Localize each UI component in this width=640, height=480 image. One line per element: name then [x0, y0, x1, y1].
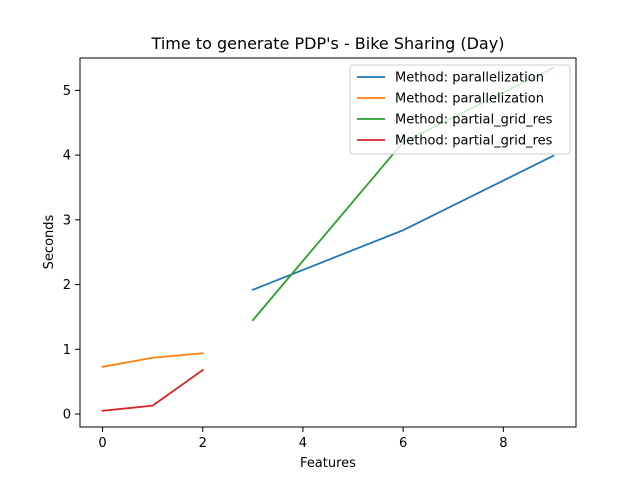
series-line-1 [251, 154, 555, 291]
x-tick-label: 6 [399, 436, 407, 451]
y-tick-label: 5 [63, 84, 71, 99]
x-tick-label: 2 [199, 436, 207, 451]
series-line-2 [101, 352, 204, 368]
plot-frame [79, 57, 577, 428]
legend-label-2: Method: parallelization [395, 92, 544, 107]
x-axis-ticks: 0 2 4 6 8 [98, 427, 507, 451]
y-tick-label: 0 [63, 408, 71, 423]
x-tick-label: 4 [299, 436, 307, 451]
x-tick-label: 0 [98, 436, 106, 451]
legend-box [349, 64, 571, 155]
series-line-4 [101, 368, 205, 412]
legend: Method: parallelization Method: paralleli… [349, 64, 571, 155]
legend-label-3: Method: partial_grid_res [395, 113, 553, 128]
chart-title: Time to generate PDP's - Bike Sharing (D… [151, 34, 505, 53]
legend-label-4: Method: partial_grid_res [395, 134, 553, 149]
y-axis-label: Seconds [42, 214, 57, 269]
y-tick-label: 3 [63, 213, 71, 228]
y-tick-label: 1 [63, 343, 71, 358]
x-axis-label: Features [300, 456, 356, 471]
y-tick-label: 2 [63, 278, 71, 293]
legend-label-1: Method: parallelization [395, 71, 544, 86]
x-tick-label: 8 [499, 436, 507, 451]
y-axis-ticks: 0 1 2 3 4 5 [63, 84, 80, 423]
y-tick-label: 4 [63, 149, 71, 164]
